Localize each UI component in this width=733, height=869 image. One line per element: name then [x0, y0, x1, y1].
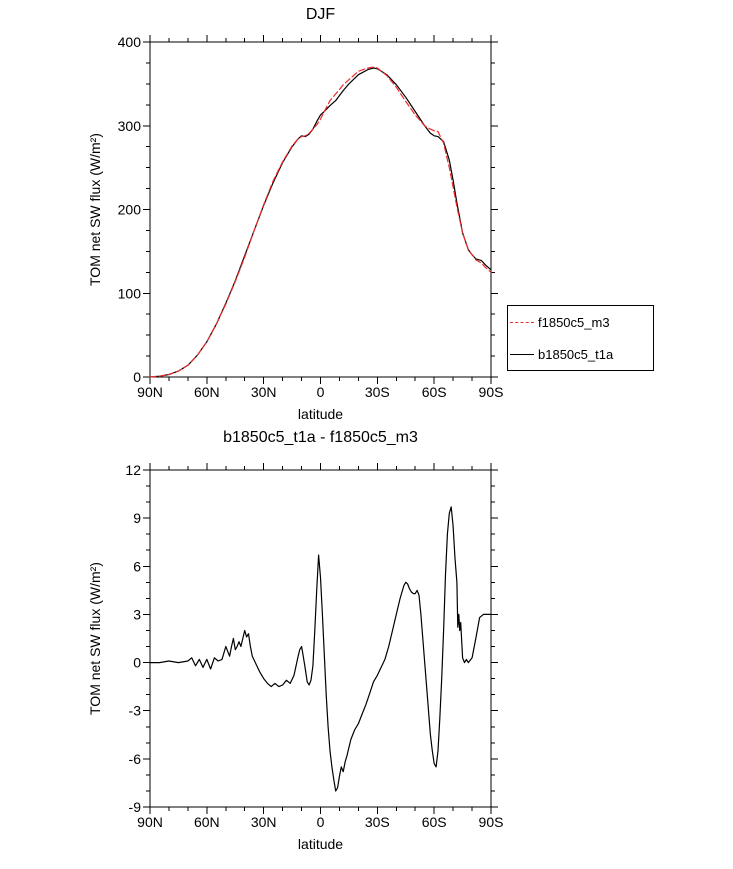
y-tick-label: 0: [133, 655, 141, 671]
bottom-y-axis-label: TOM net SW flux (W/m²): [87, 562, 103, 715]
bottom-frame: [149, 469, 492, 808]
legend-entry-f1850c5_m3: f1850c5_m3: [508, 306, 653, 338]
legend-entry-b1850c5_t1a: b1850c5_t1a: [508, 338, 653, 370]
x-tick-label: 90N: [137, 814, 163, 830]
x-tick-label: 90N: [137, 384, 163, 400]
x-tick-label: 60N: [194, 384, 220, 400]
y-tick-label: 300: [118, 118, 142, 134]
y-tick-label: -3: [129, 703, 142, 719]
bottom-tick-labels: 90N 60N 30N 0 30S 60S 90S -9 -6 -3 0 3 6 9 12: [125, 462, 503, 830]
x-tick-label: 60N: [194, 814, 220, 830]
x-tick-label: 0: [317, 814, 325, 830]
top-chart-title: DJF: [305, 6, 336, 23]
bottom-chart-title: b1850c5_t1a - f1850c5_m3: [223, 429, 418, 446]
x-tick-label: 0: [317, 384, 325, 400]
x-tick-label: 60S: [422, 384, 447, 400]
bottom-x-axis-label: latitude: [297, 836, 344, 852]
bottom-chart: 90N 60N 30N 0 30S 60S 90S -9 -6 -3 0 3 6 9 12: [125, 462, 503, 830]
series-line-f1850c5_m3: [149, 66, 492, 378]
top-frame: [149, 41, 492, 378]
y-tick-label: -6: [129, 751, 142, 767]
y-tick-label: 6: [133, 558, 141, 574]
bottom-series: [149, 506, 492, 792]
top-chart: 90N 60N 30N 0 30S 60S 90S 0 100 200 300 400: [118, 34, 504, 400]
y-tick-label: 200: [118, 202, 142, 218]
x-tick-label: 90S: [479, 384, 504, 400]
x-tick-label: 60S: [422, 814, 447, 830]
top-x-axis-label: latitude: [297, 406, 344, 422]
legend-line-sample-black-solid: [510, 353, 534, 355]
x-tick-label: 30N: [251, 814, 277, 830]
top-series: [149, 66, 492, 378]
y-tick-label: 12: [125, 462, 141, 478]
y-tick-label: 100: [118, 285, 142, 301]
y-tick-label: 400: [118, 34, 142, 50]
x-tick-label: 30N: [251, 384, 277, 400]
top-tick-labels: 90N 60N 30N 0 30S 60S 90S 0 100 200 300 400: [118, 34, 504, 400]
legend-label: f1850c5_m3: [538, 314, 610, 330]
series-line-b1850c5_t1a: [149, 67, 492, 378]
x-tick-label: 30S: [365, 814, 390, 830]
y-tick-label: 9: [133, 510, 141, 526]
y-tick-label: -9: [129, 799, 142, 815]
legend-line-sample-red-dashed: [510, 321, 534, 323]
y-tick-label: 3: [133, 606, 141, 622]
legend-label: b1850c5_t1a: [538, 346, 614, 362]
x-tick-label: 30S: [365, 384, 390, 400]
series-line-b1850c5_t1a - f1850c5_m3: [149, 506, 492, 792]
bottom-ticks: [143, 463, 498, 814]
y-tick-label: 0: [133, 369, 141, 385]
legend-box: f1850c5_m3 b1850c5_t1a: [507, 305, 654, 371]
top-y-axis-label: TOM net SW flux (W/m²): [87, 133, 103, 286]
x-tick-label: 90S: [479, 814, 504, 830]
top-ticks: [143, 35, 498, 384]
